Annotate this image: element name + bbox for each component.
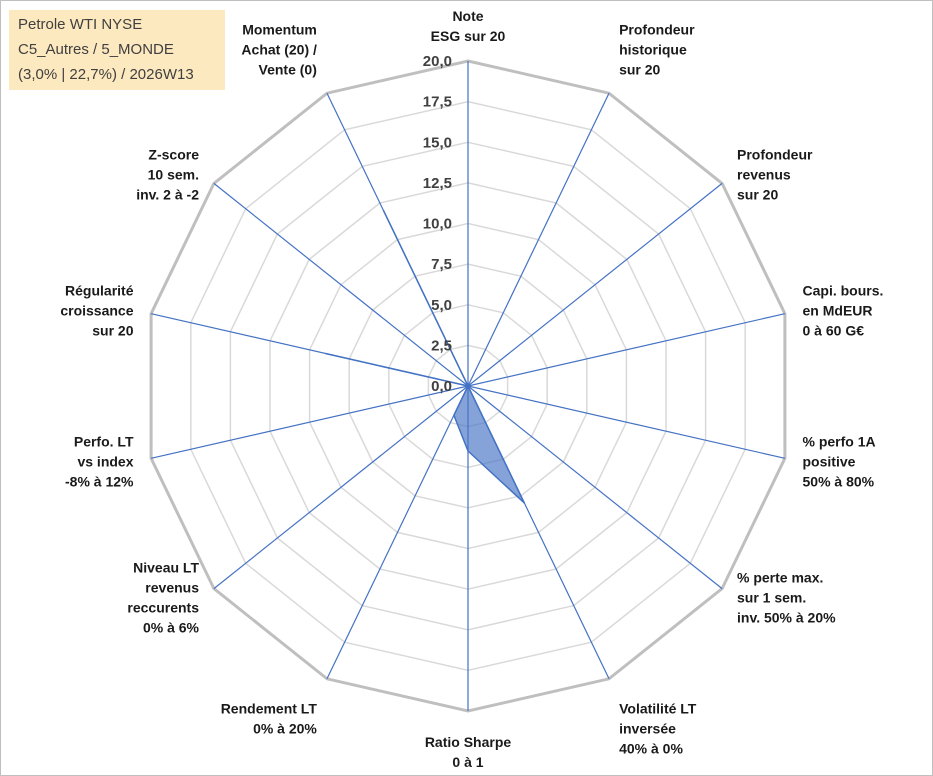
tick-labels: 0,0 2,5 5,0 7,5 10,0 12,5 15,0 17,5 20,0 [423,53,452,395]
axis-spoke-3 [467,182,723,387]
axis-label-6: % perte max. sur 1 sem. inv. 50% à 20% [737,569,836,625]
axis-spoke-6 [467,385,723,590]
axis-label-2: Profondeur historique sur 20 [619,22,695,78]
axis-spoke-4 [467,313,786,387]
tick-label: 7,5 [431,256,452,273]
axis-label-12: Régularité croissance sur 20 [60,283,133,339]
tick-label: 0,0 [431,378,452,395]
axis-label-1: Note ESG sur 20 [431,8,506,44]
axis-label-7: Volatilité LT inversée 40% à 0% [619,700,697,756]
tick-label: 15,0 [423,134,452,151]
axis-label-5: % perfo 1A positive 50% à 80% [803,433,876,489]
axis-label-11: Perfo. LT vs index -8% à 12% [65,433,134,489]
axis-spoke-13 [213,182,469,387]
axis-spoke-9 [326,385,469,680]
tick-label: 2,5 [431,337,452,354]
axis-labels: Note ESG sur 20 Profondeur historique sur 20… [60,8,883,770]
tick-label: 10,0 [423,216,452,233]
axis-spoke-2 [467,92,610,387]
axis-label-13: Z-score 10 sem. inv. 2 à -2 [136,147,199,203]
tick-label: 12,5 [423,175,452,192]
axis-spoke-10 [213,385,469,590]
series-layer [325,209,526,504]
axis-label-4: Capi. bours. en MdEUR 0 à 60 G€ [803,283,884,339]
axis-label-8: Ratio Sharpe 0 à 1 [425,734,512,770]
info-line-1: Petrole WTI NYSE [18,16,143,33]
info-box: Petrole WTI NYSE C5_Autres / 5_MONDE (3,… [9,10,225,90]
axis-spoke-5 [467,385,786,459]
axis-label-14: Momentum Achat (20) / Vente (0) [241,22,317,78]
tick-label: 17,5 [423,94,452,111]
axis-label-9: Rendement LT 0% à 20% [221,700,318,736]
axes-layer [150,61,786,711]
tick-label: 5,0 [431,297,452,314]
axis-label-10: Niveau LT revenus reccurents 0% à 6% [127,559,199,635]
series-area-1 [325,209,526,504]
tick-label: 20,0 [423,53,452,70]
axis-spoke-11 [150,385,469,459]
info-line-3: (3,0% | 22,7%) / 2026W13 [18,66,194,83]
info-line-2: C5_Autres / 5_MONDE [18,41,174,58]
axis-label-3: Profondeur revenus sur 20 [737,147,813,203]
